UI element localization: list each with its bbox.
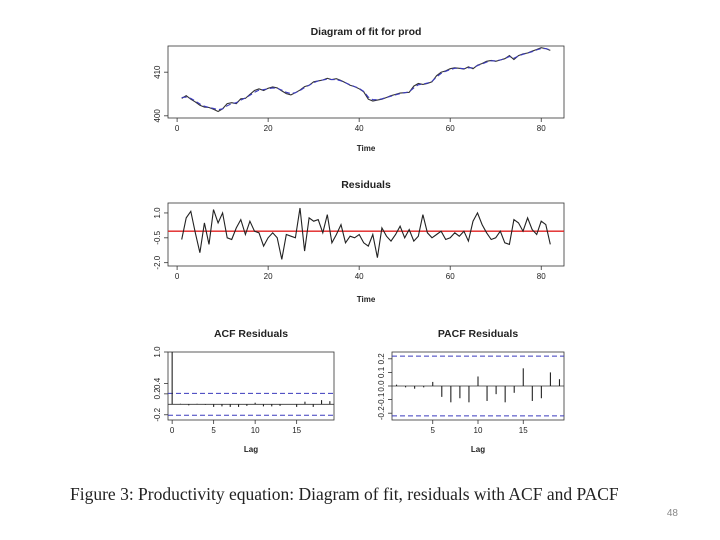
x-tick-label: 5 xyxy=(431,426,436,435)
x-tick-label: 40 xyxy=(355,124,364,133)
pacf-panel: PACF Residuals 5 10 15 Lag -0.2-0.10.0 0.10.2 xyxy=(377,328,565,454)
y-tick-label: 0.4 xyxy=(153,377,162,389)
x-tick-label: 60 xyxy=(446,124,455,133)
y-tick-label: -0.2 xyxy=(377,406,386,420)
y-tick-label: 1.0 xyxy=(153,346,162,358)
figure-caption: Figure 3: Productivity equation: Diagram… xyxy=(70,484,619,504)
y-tick-label: 0.2 xyxy=(153,388,162,400)
x-tick-label: 15 xyxy=(292,426,301,435)
x-tick-label: 0 xyxy=(170,426,175,435)
series-line-fitted xyxy=(181,48,551,111)
x-tick-label: 5 xyxy=(211,426,216,435)
y-tick-label: -0.5 xyxy=(153,230,162,244)
chart-title: PACF Residuals xyxy=(438,328,518,340)
x-tick-label: 60 xyxy=(446,272,455,281)
x-tick-label: 20 xyxy=(264,124,273,133)
x-tick-label: 80 xyxy=(537,124,546,133)
x-tick-label: 40 xyxy=(355,272,364,281)
x-tick-label: 0 xyxy=(175,124,180,133)
plot-frame xyxy=(167,351,335,421)
acf-panel: ACF Residuals 0 5 10 15 Lag -0.2 0.20.4 1.0 xyxy=(153,328,335,454)
y-tick-label: 0.1 xyxy=(377,366,386,378)
y-tick-label: 1.0 xyxy=(153,207,162,219)
x-axis-label: Time xyxy=(357,295,376,304)
plot-frame xyxy=(167,202,565,267)
x-tick-label: 10 xyxy=(251,426,260,435)
x-tick-label: 20 xyxy=(264,272,273,281)
chart-title: Diagram of fit for prod xyxy=(311,26,422,38)
chart-title: ACF Residuals xyxy=(214,328,288,340)
x-axis-label: Lag xyxy=(471,445,485,454)
page-number: 48 xyxy=(666,508,678,519)
y-tick-label: 400 xyxy=(153,109,162,123)
y-tick-label: -2.0 xyxy=(153,255,162,269)
x-tick-label: 80 xyxy=(537,272,546,281)
x-axis-label: Time xyxy=(357,144,376,153)
x-tick-label: 0 xyxy=(175,272,180,281)
fit-panel: Diagram of fit for prod 0 20 40 60 80 Time 400 4… xyxy=(153,26,565,153)
plot-frame xyxy=(167,45,565,119)
series-line-observed xyxy=(181,207,551,260)
y-tick-label: 410 xyxy=(153,65,162,79)
y-tick-label: -0.1 xyxy=(377,392,386,406)
y-tick-label: -0.2 xyxy=(153,407,162,421)
chart-title: Residuals xyxy=(341,179,391,191)
x-tick-label: 15 xyxy=(519,426,528,435)
x-axis-label: Lag xyxy=(244,445,258,454)
y-tick-label: 0.0 xyxy=(377,380,386,392)
x-tick-label: 10 xyxy=(474,426,483,435)
y-tick-label: 0.2 xyxy=(377,353,386,365)
residuals-panel: Residuals 0 20 40 60 80 Time -2.0 -0.5 1.0 xyxy=(153,179,565,304)
